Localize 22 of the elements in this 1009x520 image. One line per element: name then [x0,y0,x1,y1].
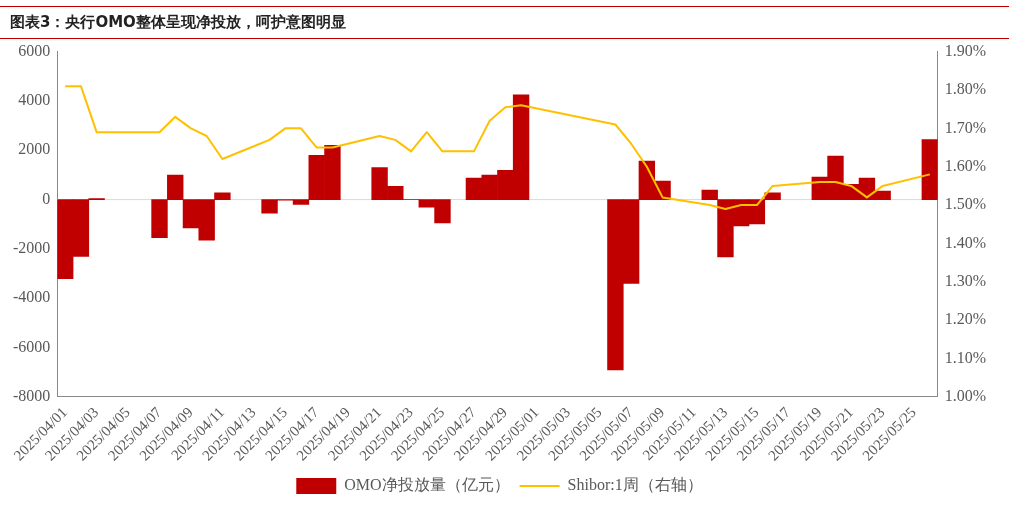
bar [921,139,938,200]
y-tick-label: 2000 [18,140,51,158]
legend-label: OMO净投放量（亿元） [344,476,510,494]
y-tick-label: 4000 [18,91,51,109]
y2-tick-label: 1.10% [944,348,986,366]
y2-tick-label: 1.60% [944,156,986,174]
y-tick-label: -8000 [13,387,51,405]
chart-title: 图表3：央行OMO整体呈现净投放，呵护意图明显 [0,6,1009,39]
y-tick-label: -4000 [13,288,51,306]
y2-tick-label: 1.00% [944,387,986,405]
y-tick-label: -2000 [13,239,51,257]
y-tick-label: 6000 [18,41,51,59]
y2-tick-label: 1.40% [944,233,986,251]
y2-tick-label: 1.80% [944,80,986,98]
y2-tick-label: 1.90% [944,41,986,59]
y2-tick-label: 1.30% [944,272,986,290]
y2-tick-label: 1.50% [944,195,986,213]
y-tick-label: 0 [42,189,51,207]
y2-tick-label: 1.20% [944,310,986,328]
legend-label: Shibor:1周（右轴） [567,476,703,494]
y-tick-label: -6000 [13,337,51,355]
y2-tick-label: 1.70% [944,118,986,136]
